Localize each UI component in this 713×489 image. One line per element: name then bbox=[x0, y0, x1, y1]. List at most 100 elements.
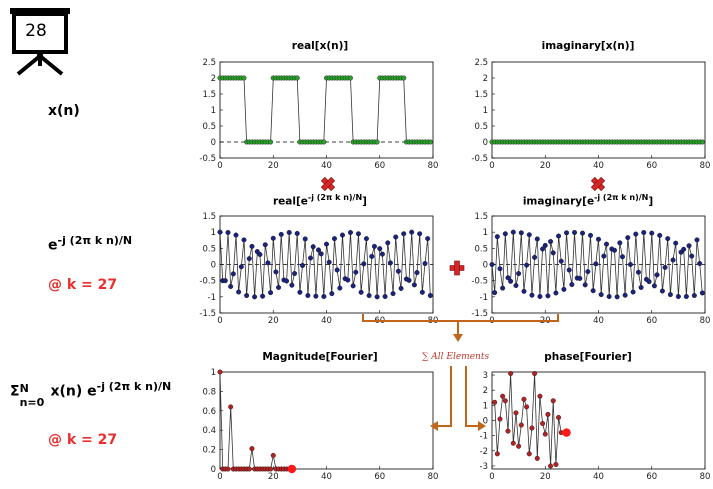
data-point bbox=[337, 285, 343, 291]
data-point bbox=[390, 291, 396, 297]
data-point bbox=[537, 294, 543, 300]
data-point bbox=[697, 261, 703, 267]
series-line bbox=[494, 373, 562, 467]
data-point bbox=[252, 294, 258, 300]
data-point bbox=[316, 247, 322, 253]
y-tick-label: 1.5 bbox=[202, 212, 216, 222]
data-point bbox=[260, 293, 266, 299]
plot-phase: 0 20 40 60 80 -3 -2 -1 0 1 2 3 bbox=[480, 371, 710, 482]
sum-upper: N bbox=[19, 381, 29, 395]
data-point bbox=[385, 240, 391, 246]
data-point bbox=[508, 371, 514, 377]
data-point bbox=[513, 283, 519, 289]
data-point bbox=[379, 251, 385, 257]
data-point bbox=[553, 461, 559, 467]
data-point bbox=[545, 411, 551, 417]
data-point bbox=[670, 257, 676, 263]
label-kernel: e-j (2π k n)/N bbox=[48, 234, 132, 254]
y-tick-label: 2 bbox=[483, 386, 488, 396]
data-point bbox=[417, 231, 423, 237]
series-line bbox=[491, 232, 703, 297]
y-tick-label: -2 bbox=[480, 447, 488, 457]
data-point bbox=[518, 422, 524, 428]
data-point bbox=[540, 246, 546, 252]
data-point bbox=[246, 466, 252, 472]
data-point bbox=[294, 75, 300, 81]
data-point bbox=[577, 275, 583, 281]
x-tick-label: 0 bbox=[489, 161, 494, 171]
data-point bbox=[526, 232, 532, 238]
x-tick-label: 0 bbox=[489, 472, 494, 482]
data-point bbox=[595, 236, 601, 242]
data-point bbox=[497, 266, 503, 272]
data-point bbox=[675, 294, 681, 300]
y-tick-label: 1.5 bbox=[474, 90, 488, 100]
data-point bbox=[532, 254, 538, 260]
data-point bbox=[654, 272, 660, 278]
y-tick-label: -1 bbox=[208, 293, 216, 303]
x-tick-label: 80 bbox=[700, 472, 711, 482]
y-tick-label: 3 bbox=[483, 371, 488, 381]
data-point bbox=[289, 282, 295, 288]
y-tick-label: 0.5 bbox=[474, 244, 488, 254]
data-point bbox=[638, 284, 644, 290]
kernel-exponent: -j (2π k n)/N bbox=[57, 234, 133, 247]
data-point bbox=[542, 431, 548, 437]
data-point bbox=[358, 289, 364, 295]
data-point bbox=[540, 421, 546, 427]
data-point bbox=[699, 139, 705, 145]
y-tick-label: -3 bbox=[480, 462, 488, 472]
data-point bbox=[241, 237, 247, 243]
data-point bbox=[228, 283, 234, 289]
x-tick-label: 60 bbox=[646, 161, 657, 171]
data-point bbox=[236, 289, 242, 295]
data-point bbox=[273, 269, 279, 275]
data-point bbox=[489, 262, 495, 268]
data-point bbox=[321, 294, 327, 300]
x-tick-label: 80 bbox=[428, 161, 439, 171]
sum-sigma: Σ bbox=[10, 383, 20, 400]
data-point bbox=[614, 294, 620, 300]
data-point bbox=[284, 278, 290, 284]
data-point bbox=[537, 393, 543, 399]
data-point bbox=[387, 260, 393, 266]
data-point bbox=[249, 243, 255, 249]
data-point bbox=[339, 232, 345, 238]
data-point bbox=[244, 293, 250, 299]
data-point bbox=[510, 440, 516, 446]
data-point bbox=[657, 232, 663, 238]
data-point bbox=[585, 269, 591, 275]
plot-frame bbox=[219, 371, 434, 470]
data-point bbox=[635, 269, 641, 275]
plot-imag-kernel: 0 20 40 60 80-1.5-1-0.500.511.5 bbox=[471, 212, 710, 326]
sum-exponent: -j (2π k n)/N bbox=[96, 380, 172, 393]
y-tick-label: 0.8 bbox=[202, 387, 216, 397]
x-tick-label: 80 bbox=[700, 161, 711, 171]
data-point bbox=[294, 230, 300, 236]
data-point bbox=[249, 446, 255, 452]
data-point bbox=[665, 236, 671, 242]
arrow-down-head bbox=[453, 334, 463, 342]
data-point bbox=[222, 278, 228, 284]
data-point bbox=[683, 294, 689, 300]
data-point bbox=[649, 230, 655, 236]
data-point bbox=[553, 290, 559, 296]
x-tick-label: 20 bbox=[540, 161, 551, 171]
data-point bbox=[262, 242, 268, 248]
data-point bbox=[505, 428, 511, 434]
data-point bbox=[641, 229, 647, 235]
data-point bbox=[238, 264, 244, 270]
data-point bbox=[521, 288, 527, 294]
data-point bbox=[276, 284, 282, 290]
data-point bbox=[265, 260, 271, 266]
x-tick-label: 20 bbox=[540, 472, 551, 482]
y-tick-label: -0.5 bbox=[471, 277, 488, 287]
data-point bbox=[532, 371, 538, 377]
data-point bbox=[691, 293, 697, 299]
data-point bbox=[500, 285, 506, 291]
data-point bbox=[409, 229, 415, 235]
y-tick-label: 0.4 bbox=[202, 426, 216, 436]
data-point bbox=[419, 289, 425, 295]
y-tick-label: 1 bbox=[211, 368, 216, 378]
